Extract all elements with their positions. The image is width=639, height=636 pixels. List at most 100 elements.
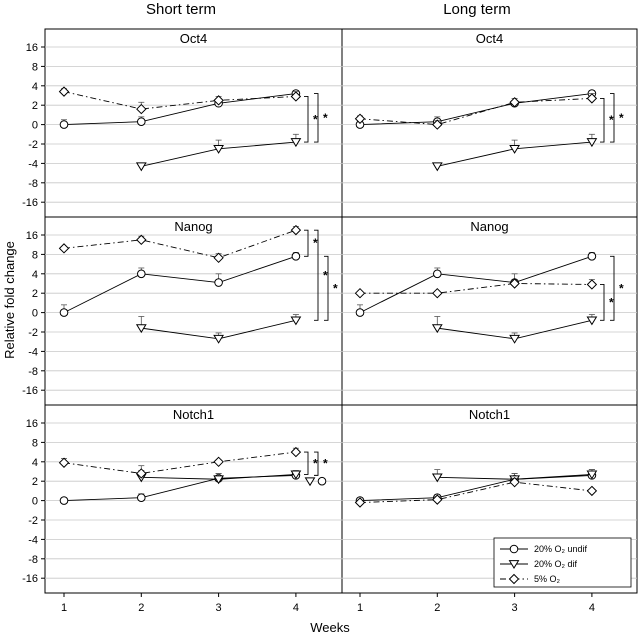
data-point-circle [291,252,301,261]
y-tick-label: 4 [32,457,38,469]
series-line-circle [359,93,592,126]
chart-panels: 16 8 4 2 0 -2 -4 -8 -16 16 8 4 2 0 -2 -4 -8 -16 16 8 4 2 0 -2 -4… [22,28,638,614]
panel-notch1-long-term: Notch1 [354,407,598,508]
data-point-diamond [136,234,147,246]
significance-bracket [314,451,319,476]
series-line-diamond [63,229,297,259]
panel-title: Nanog [174,219,212,234]
significance-star: * [323,457,328,471]
data-point-circle [59,308,69,317]
data-point-triangle-down [135,324,147,334]
data-point-triangle-down [431,162,443,172]
legend-entry-label: 5% O₂ [534,574,561,584]
column-title-long-term: Long term [443,1,511,18]
y-tick-label: -2 [28,327,38,339]
x-tick-label: 1 [357,602,363,614]
y-tick-label: -16 [22,197,38,209]
data-point-triangle-down [431,473,443,483]
data-point-diamond [509,97,520,108]
significance-star: * [619,111,624,125]
data-point-diamond [58,86,70,97]
significance-star: * [619,281,624,295]
data-point-diamond [586,485,598,497]
data-point-diamond [509,278,520,289]
y-tick-label: 16 [26,42,38,54]
data-point-diamond [586,93,598,104]
data-point-diamond [354,287,366,299]
y-tick-label: 2 [32,288,38,300]
panel-title: Oct4 [180,31,207,46]
panel-title: Nanog [470,219,508,234]
x-tick-label: 2 [434,602,440,614]
significance-bracket [600,284,605,321]
data-point-diamond [432,119,443,130]
data-point-circle [137,269,146,279]
y-tick-label: 16 [26,418,38,430]
data-point-diamond [354,497,366,508]
x-tick-label: 3 [216,602,222,614]
data-point-circle [214,278,223,287]
legend-marker-circle [509,544,519,554]
significance-star: * [609,295,614,309]
data-point-triangle-down [290,316,302,326]
significance-bracket [304,229,309,257]
y-tick-label: -16 [22,385,38,397]
x-tick-label: 3 [512,602,518,614]
y-tick-label: 8 [32,249,38,261]
y-tick-label: -4 [28,158,38,170]
data-point-circle [137,117,146,126]
series-line-circle [63,93,296,126]
data-point-triangle-down [586,470,598,480]
data-point-triangle-down [213,334,224,344]
y-tick-label: 2 [32,100,38,112]
data-point-diamond [136,103,147,115]
panel-oct4-short-term: Oct4 * * [58,31,328,172]
series-line-circle [359,255,593,314]
plot-frame [44,28,638,594]
series-line-diamond [360,283,592,294]
y-tick-label: -16 [22,573,38,585]
significance-star: * [313,236,318,250]
y-tick-label: -8 [28,366,38,378]
y-tick-label: 0 [32,308,38,320]
data-point-triangle-down [586,316,598,326]
y-tick-label: 4 [32,81,38,93]
y-tick-label: -4 [28,534,38,546]
data-point-circle [59,496,69,505]
data-point-diamond [509,476,520,488]
y-tick-label: 0 [32,120,38,132]
panel-title: Oct4 [476,31,503,46]
y-axis-title: Relative fold change [2,241,17,359]
data-point-diamond [290,224,302,236]
data-point-triangle-down [586,138,598,148]
significance-star: * [609,113,614,127]
significance-bracket [314,229,319,321]
legend: 20% O₂ undif 20% O₂ dif 5% O₂ [493,537,632,588]
x-axis-title: Weeks [310,620,350,635]
significance-star: * [313,456,318,470]
significance-bracket [314,93,319,143]
data-point-triangle-down [213,144,224,154]
legend-entry-label: 20% O₂ undif [534,544,588,554]
y-tick-label: -2 [28,515,38,527]
x-tick-label: 2 [138,602,144,614]
data-point-circle [355,308,365,317]
panel-nanog-long-term: Nanog * * [354,219,624,344]
series-line-circle [63,474,296,502]
x-tick-label: 1 [61,602,67,614]
y-tick-label: 4 [32,269,38,281]
column-title-short-term: Short term [146,1,216,18]
panel-notch1-short-term: Notch1 * * [58,407,328,505]
data-point-diamond [354,113,366,124]
data-point-triangle-down [509,334,520,344]
data-point-circle [587,252,597,261]
significance-bracket [304,96,309,143]
y-tick-label: 8 [32,437,38,449]
data-point-triangle-down [290,138,302,148]
significance-star: * [323,268,328,282]
y-tick-label: 0 [32,496,38,508]
data-point-diamond [213,252,224,264]
data-point-diamond [432,494,443,505]
data-point-triangle-down [135,162,147,172]
